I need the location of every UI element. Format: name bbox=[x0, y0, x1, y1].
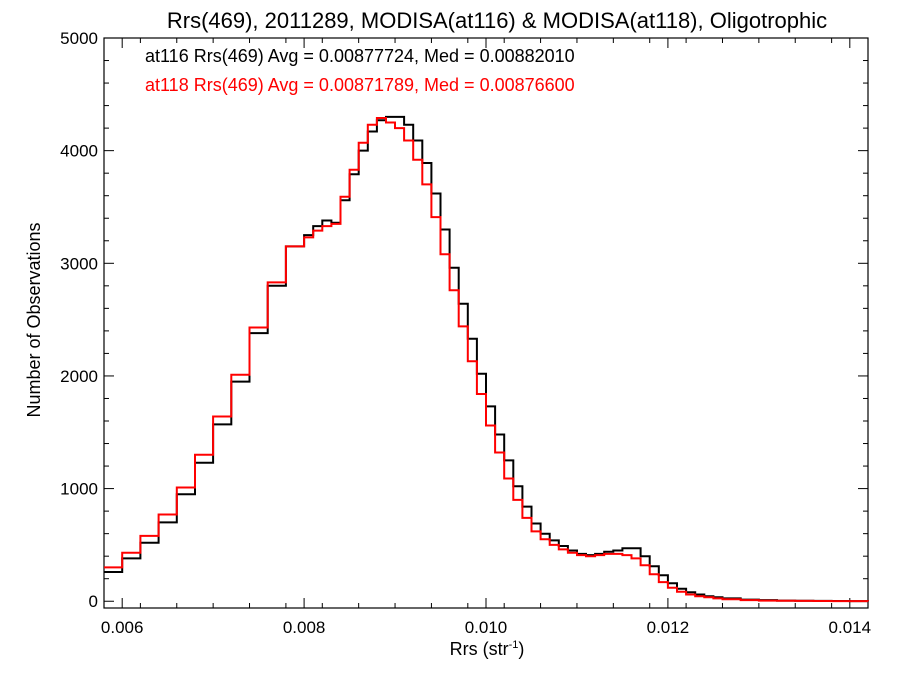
x-tick-label: 0.010 bbox=[465, 618, 508, 637]
x-axis-label-sup: -1 bbox=[509, 639, 519, 651]
x-tick-label: 0.014 bbox=[829, 618, 872, 637]
x-tick-label: 0.006 bbox=[101, 618, 144, 637]
x-axis: 0.006 0.008 0.010 0.012 0.014 bbox=[101, 38, 871, 637]
y-axis-label: Number of Observations bbox=[24, 222, 44, 417]
series-at116 bbox=[104, 115, 869, 603]
y-tick-label: 3000 bbox=[60, 254, 98, 273]
plot-frame bbox=[103, 37, 869, 609]
x-axis-label-main: Rrs (str bbox=[450, 639, 509, 659]
x-tick-label: 0.008 bbox=[283, 618, 326, 637]
y-axis: 0 1000 2000 3000 4000 5000 bbox=[60, 29, 868, 611]
series-layer bbox=[104, 115, 869, 603]
legend-annotation-at116: at116 Rrs(469) Avg = 0.00877724, Med = 0… bbox=[145, 46, 575, 66]
x-axis-label-close: ) bbox=[518, 639, 524, 659]
y-tick-label: 5000 bbox=[60, 29, 98, 48]
x-tick-label: 0.012 bbox=[647, 618, 690, 637]
chart-title: Rrs(469), 2011289, MODISA(at116) & MODIS… bbox=[167, 8, 827, 33]
legend-annotation-at118: at118 Rrs(469) Avg = 0.00871789, Med = 0… bbox=[145, 75, 575, 95]
x-axis-label: Rrs (str-1) bbox=[450, 639, 525, 659]
y-tick-label: 0 bbox=[89, 592, 98, 611]
y-tick-label: 1000 bbox=[60, 480, 98, 499]
y-tick-label: 2000 bbox=[60, 367, 98, 386]
series-at118 bbox=[104, 117, 869, 603]
y-tick-label: 4000 bbox=[60, 142, 98, 161]
